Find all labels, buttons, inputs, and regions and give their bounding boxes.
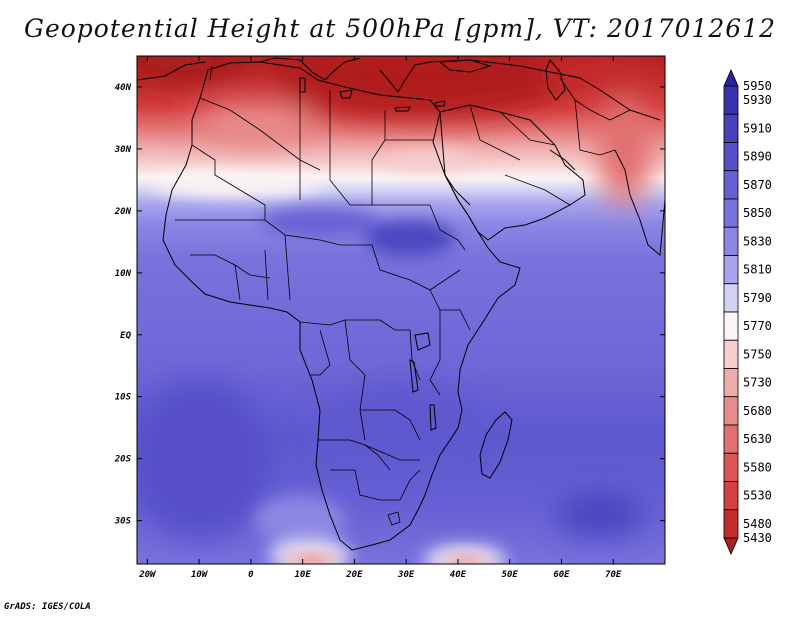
europe-coastline [137, 57, 661, 121]
lake-malawi [429, 404, 437, 431]
colorbar-swatch [723, 69, 739, 87]
colorbar-label: 5930 [743, 93, 772, 107]
colorbar-label: 5810 [743, 263, 772, 277]
persian-gulf-coastline [549, 149, 576, 171]
lon-tick-label: 70E [605, 570, 622, 580]
lon-tick-label: 0 [248, 570, 254, 580]
geopotential-height-field [137, 56, 665, 564]
black-sea-coastline [438, 59, 492, 73]
lat-tick-label: 30N [114, 145, 132, 155]
lon-tick-label: 10W [191, 570, 209, 580]
colorbar-label: 5430 [743, 531, 772, 545]
grads-credit: GrADS: IGES/COLA [4, 602, 91, 612]
colorbar-label: 5850 [743, 206, 772, 220]
lon-tick-label: 50E [502, 570, 519, 580]
plot-frame [136, 55, 666, 565]
lat-tick-label: 30S [114, 517, 132, 527]
colorbar-swatch [723, 481, 739, 511]
colorbar-swatch [723, 537, 739, 555]
colorbar-label: 5910 [743, 121, 772, 135]
colorbar-label: 5680 [743, 404, 772, 418]
caspian-sea-coastline [545, 59, 566, 101]
colorbar-swatch [723, 396, 739, 426]
colorbar-swatch [723, 424, 739, 454]
colorbar-swatch [723, 226, 739, 256]
colorbar-swatch [723, 452, 739, 482]
colorbar-label: 5530 [743, 489, 772, 503]
arabia-coastline [439, 104, 586, 241]
africa-coastline [162, 61, 521, 551]
lon-tick-label: 60E [553, 570, 570, 580]
colorbar-label: 5790 [743, 291, 772, 305]
lat-tick-label: EQ [120, 331, 131, 341]
colorbar-swatch [723, 368, 739, 398]
lon-tick-label: 10E [295, 570, 312, 580]
colorbar-swatch [723, 509, 739, 539]
map-title: Geopotential Height at 500hPa [gpm], VT:… [23, 14, 777, 43]
colorbar-label: 5950 [743, 79, 772, 93]
colorbar-swatch [723, 283, 739, 313]
colorbar-label: 5830 [743, 234, 772, 248]
colorbar-label: 5770 [743, 319, 772, 333]
crete-coastline [394, 106, 411, 112]
lat-tick-label: 10S [115, 393, 132, 403]
colorbar-swatch [723, 198, 739, 228]
axis-ticks [137, 56, 665, 564]
madagascar-coastline [479, 411, 513, 479]
colorbar-swatch [723, 85, 739, 115]
colorbar-label: 5480 [743, 517, 772, 531]
lon-tick-label: 40E [450, 570, 467, 580]
colorbar-swatch [723, 311, 739, 341]
india-coastline [614, 149, 665, 256]
lat-tick-label: 20S [114, 455, 132, 465]
colorbar-swatch [723, 113, 739, 143]
sardinia-coastline [299, 77, 306, 93]
colorbar-label: 5580 [743, 460, 772, 474]
lon-tick-label: 30E [397, 570, 415, 580]
colorbar-swatch [723, 255, 739, 285]
lake-victoria [414, 332, 431, 351]
lat-tick-label: 40N [115, 83, 132, 93]
colorbar-label: 5730 [743, 376, 772, 390]
axis-tick-labels: 20W 10W 0 10E 20E 30E 40E 50E 60E 70E 40N 30N 20N 10N… [114, 83, 622, 580]
coastlines [137, 57, 665, 551]
red-sea-coastline [444, 174, 471, 206]
colorbar-swatch [723, 170, 739, 200]
lat-tick-label: 10N [115, 269, 132, 279]
lon-tick-label: 20E [345, 570, 363, 580]
sicily-coastline [339, 89, 353, 99]
country-borders [175, 65, 631, 526]
colorbar-label: 5750 [743, 347, 772, 361]
colorbar-label: 5870 [743, 178, 772, 192]
colorbar-label: 5890 [743, 150, 772, 164]
colorbar-swatch [723, 142, 739, 172]
colorbar-label: 5630 [743, 432, 772, 446]
cyprus-coastline [434, 100, 446, 107]
colorbar-swatch [723, 339, 739, 369]
lon-tick-label: 20W [138, 570, 157, 580]
lat-tick-label: 20N [114, 207, 132, 217]
